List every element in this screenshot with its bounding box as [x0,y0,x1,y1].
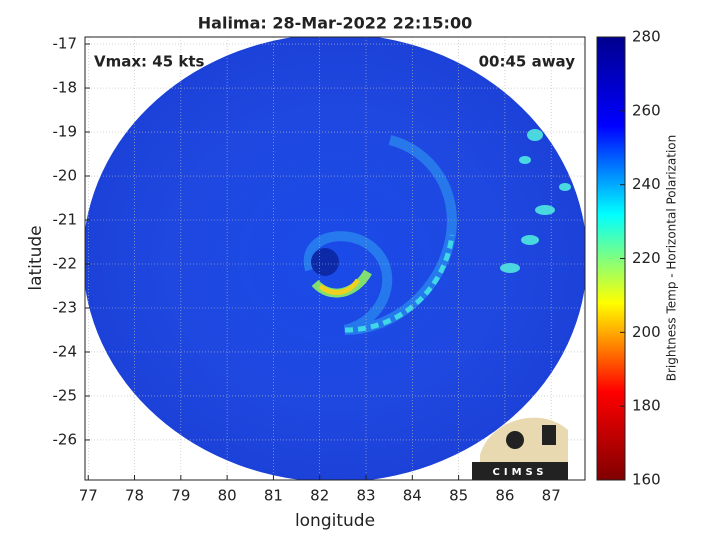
logo-text: CIMSS [493,467,548,478]
y-tick-label: -18 [53,79,78,97]
logo: CIMSS [472,417,568,480]
colorbar-tick-label: 280 [632,28,661,46]
colorbar-tick-label: 200 [632,323,661,341]
y-tick-label: -22 [53,254,78,272]
colorbar-tick-label: 260 [632,101,661,119]
x-tick-label: 79 [171,487,190,505]
y-tick-label: -26 [53,430,78,448]
x-tick-label: 77 [79,487,98,505]
colorbar-tick-label: 240 [632,175,661,193]
chart-title: Halima: 28-Mar-2022 22:15:00 [198,14,472,33]
colorbar-tick-label: 180 [632,397,661,415]
colorbar-tick-label: 220 [632,249,661,267]
x-tick-label: 78 [125,487,144,505]
y-tick-label: -19 [53,123,78,141]
y-tick-label: -24 [53,342,78,360]
x-tick-label: 84 [403,487,422,505]
y-tick-label: -25 [53,386,78,404]
eye [311,248,339,276]
x-axis-label: longitude [295,511,375,531]
y-axis-label: latitude [26,225,46,290]
annotation: Vmax: 45 kts [94,53,204,71]
y-tick-label: -20 [53,167,78,185]
satellite-image [85,37,585,480]
x-tick-label: 87 [542,487,561,505]
y-tick-label: -21 [53,211,78,229]
annotation: 00:45 away [479,53,576,71]
eyewall [318,278,361,296]
grid [85,37,585,480]
x-tick-label: 83 [356,487,375,505]
colorbar-label: Brightness Temp - Horizontal Polarizatio… [665,135,679,382]
x-tick-label: 85 [449,487,468,505]
rainband [344,234,455,333]
x-tick-label: 82 [310,487,329,505]
x-tick-label: 80 [218,487,237,505]
colorbar-tick-label: 160 [632,471,661,489]
y-tick-label: -17 [53,35,78,53]
x-tick-label: 86 [495,487,514,505]
x-tick-label: 81 [264,487,283,505]
y-tick-label: -23 [53,298,78,316]
plot-frame [84,36,586,481]
